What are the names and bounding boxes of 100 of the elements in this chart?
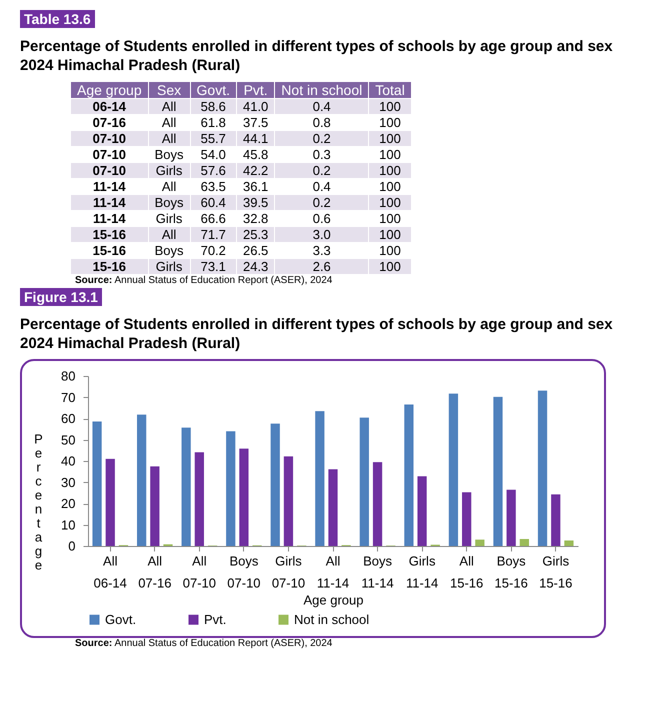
x-tick-label: All 07-10 <box>182 554 216 590</box>
text: 100 <box>379 179 401 194</box>
text: 36.1 <box>242 179 268 194</box>
text: 26.5 <box>242 243 268 258</box>
bar <box>493 396 503 546</box>
text: Girls <box>156 163 182 178</box>
text: 11-14 <box>93 179 126 194</box>
text: 0.3 <box>312 147 331 162</box>
text: 0.4 <box>312 99 331 114</box>
text: 15-16 <box>92 259 126 274</box>
text: 100 <box>379 227 401 242</box>
text: 07-16 <box>92 115 126 130</box>
category-label: Pvt. <box>236 82 275 98</box>
y-tick-label: 10 <box>61 517 76 532</box>
y-tick-label: 30 <box>61 474 76 490</box>
bar <box>194 452 204 546</box>
text: 42.2 <box>242 163 268 178</box>
text: 73.1 <box>200 259 226 274</box>
text: 0.8 <box>312 115 331 130</box>
text: Percentage of Students enrolled in different types of schools by age group and sex 2024 Himachal Pradesh (Rural) <box>20 37 614 75</box>
bar <box>315 411 324 546</box>
text: Boys <box>154 147 184 162</box>
text: 15-16 <box>92 243 126 258</box>
bar <box>92 421 102 546</box>
bar <box>448 394 458 546</box>
text: 41.0 <box>242 99 268 114</box>
text: 07-10 <box>92 163 126 178</box>
text: 100 <box>379 243 401 258</box>
text: 70.2 <box>200 243 226 258</box>
y-tick-label: 50 <box>61 432 76 448</box>
text: 0.2 <box>312 163 331 178</box>
category-label: Govt. <box>190 82 236 98</box>
category-label: Sex <box>148 82 190 98</box>
text: 07-10 <box>92 131 126 146</box>
bar <box>551 494 560 546</box>
bar <box>520 538 529 546</box>
text: 11-14 <box>93 195 126 210</box>
text: 100 <box>379 131 401 146</box>
x-tick-label: Boys 07-10 <box>227 554 261 590</box>
text: 100 <box>379 195 401 210</box>
text: All <box>162 115 176 130</box>
y-tick-label: 40 <box>61 454 76 468</box>
chart-subtitle: Percentage of Students enrolled in different types of schools by age group and sex 2024 Himachal Pradesh (Rural) <box>20 315 614 353</box>
text: All <box>162 227 176 242</box>
text: 37.5 <box>242 115 268 130</box>
bar <box>137 414 146 546</box>
bar <box>564 540 574 546</box>
bar <box>284 456 294 546</box>
bar <box>226 431 236 546</box>
text: 25.3 <box>242 227 268 242</box>
y-tick-label: 70 <box>61 390 76 405</box>
chart-title: Figure 13.1 <box>20 288 102 306</box>
text: 100 <box>379 259 401 274</box>
text: 55.7 <box>200 131 226 146</box>
y-tick-label: 20 <box>61 496 76 511</box>
text: 2.6 <box>312 259 331 274</box>
source-note: Source: Annual Status of Education Report (ASER), 2024 <box>75 275 334 286</box>
y-tick-label: 80 <box>61 368 76 384</box>
source-note: Source: Annual Status of Education Report (ASER), 2024 <box>75 638 334 649</box>
text: 100 <box>379 115 401 130</box>
text: 61.8 <box>200 115 226 130</box>
category-label: Not in school <box>274 82 369 98</box>
bar <box>462 492 472 546</box>
x-tick-label: Girls 15-16 <box>539 554 572 590</box>
bar <box>150 466 160 546</box>
text: 0.6 <box>312 211 331 226</box>
text: 3.3 <box>312 243 331 258</box>
text: 15-16 <box>92 227 126 242</box>
x-tick-label: Boys 11-14 <box>361 554 394 590</box>
bar <box>270 424 280 546</box>
text: 100 <box>379 99 401 114</box>
x-tick-label: Girls 07-10 <box>272 554 306 590</box>
text: 44.1 <box>242 131 268 146</box>
text: Boys <box>154 243 184 258</box>
text: 58.6 <box>200 99 226 114</box>
bar <box>182 428 191 546</box>
legend-label: Govt. <box>105 612 136 627</box>
bar <box>506 490 516 546</box>
x-axis-title: Age group <box>304 592 364 608</box>
text: 57.6 <box>200 163 226 178</box>
text: 0.2 <box>312 195 331 210</box>
text: All <box>162 131 176 146</box>
y-tick-label: 60 <box>61 411 76 426</box>
text: 0.2 <box>312 131 331 146</box>
bar <box>106 458 115 546</box>
text: 100 <box>379 147 401 162</box>
text: Boys <box>154 195 184 210</box>
text: 07-10 <box>92 147 126 162</box>
text: 0.4 <box>312 179 331 194</box>
text: 71.7 <box>200 227 226 242</box>
x-tick-label: All 07-16 <box>138 554 172 590</box>
legend-label: Not in school <box>294 612 370 627</box>
x-tick-label: All 06-14 <box>94 554 127 590</box>
text: 54.0 <box>200 147 226 162</box>
text: 32.8 <box>242 211 268 226</box>
bar <box>404 404 414 546</box>
x-tick-label: Boys 15-16 <box>494 554 528 590</box>
text: All <box>162 179 176 194</box>
text: 100 <box>379 211 401 226</box>
text: 63.5 <box>200 179 226 194</box>
